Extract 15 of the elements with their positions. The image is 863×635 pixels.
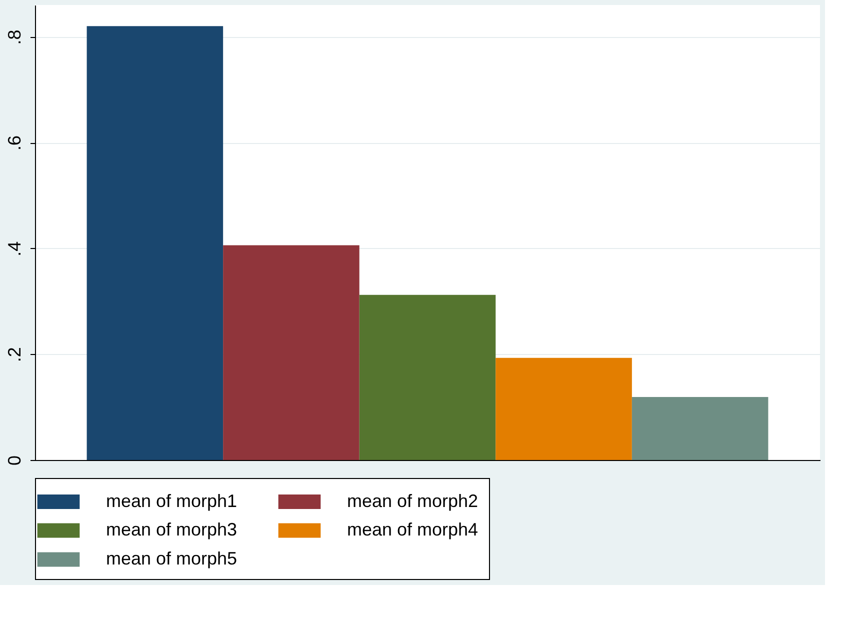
- legend-label: mean of morph2: [347, 490, 478, 511]
- bar: [223, 245, 360, 460]
- y-tick-label: .4: [4, 241, 24, 256]
- y-tick-label: .2: [4, 347, 24, 362]
- legend-label: mean of morph1: [106, 490, 238, 511]
- y-tick-label: 0: [4, 455, 24, 466]
- legend-label: mean of morph3: [106, 520, 238, 540]
- bar: [632, 397, 768, 460]
- bar: [496, 358, 632, 460]
- bar: [86, 26, 224, 460]
- legend-label: mean of morph5: [106, 548, 238, 568]
- legend-label: mean of morph4: [347, 520, 478, 540]
- bar: [359, 294, 496, 460]
- y-tick-label: .8: [4, 30, 24, 45]
- y-tick-label: .6: [4, 136, 24, 151]
